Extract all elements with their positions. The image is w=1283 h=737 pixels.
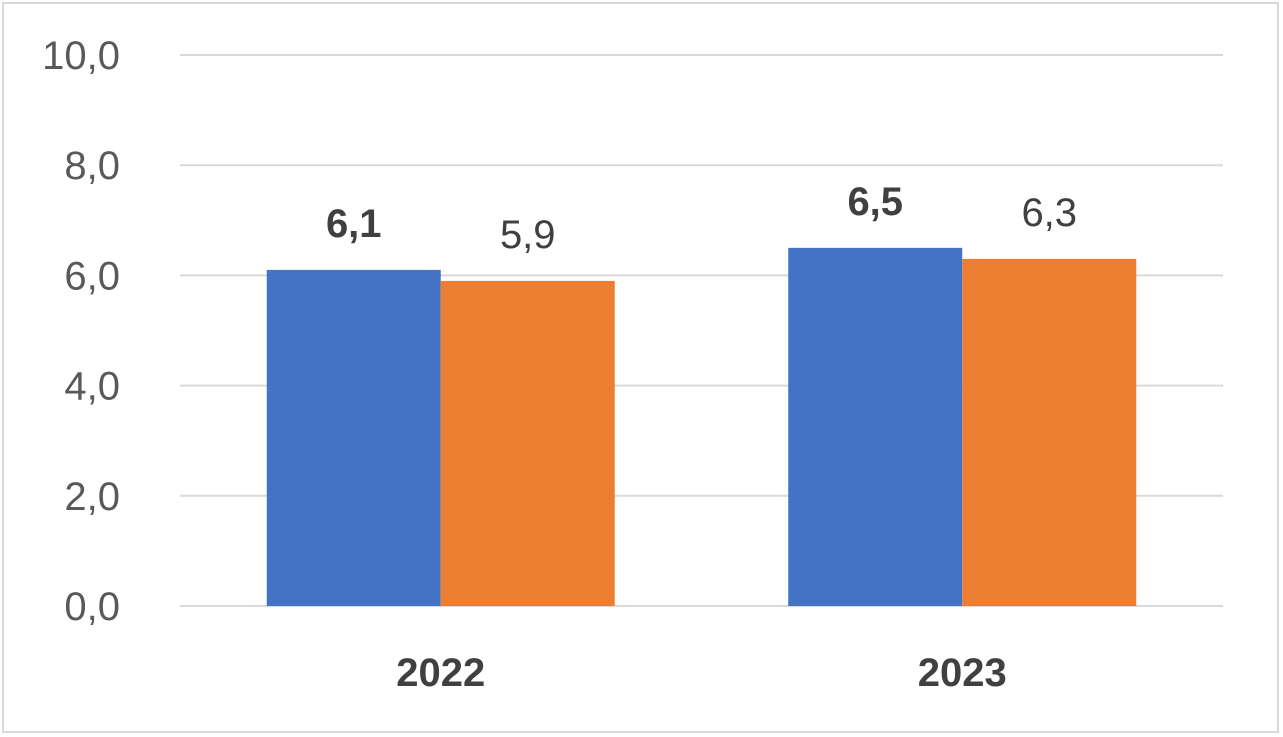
y-tick-label: 2,0 xyxy=(64,475,120,519)
bar xyxy=(440,280,615,606)
data-label: 6,1 xyxy=(326,202,382,246)
x-category-label: 2022 xyxy=(396,651,485,695)
bar xyxy=(266,269,441,606)
data-label: 6,3 xyxy=(1021,191,1077,235)
x-axis-categories: 2022 2023 xyxy=(396,651,1006,695)
data-label: 6,5 xyxy=(847,180,903,224)
y-tick-label: 10,0 xyxy=(42,34,120,78)
data-label: 5,9 xyxy=(500,213,556,257)
bar xyxy=(962,258,1137,606)
bars xyxy=(266,247,1137,606)
bar xyxy=(788,247,963,606)
y-axis-ticks: 0,0 2,0 4,0 6,0 8,0 10,0 xyxy=(42,34,120,629)
x-category-label: 2023 xyxy=(918,651,1007,695)
data-labels: 6,1 5,9 6,5 6,3 xyxy=(326,180,1077,257)
y-tick-label: 0,0 xyxy=(64,585,120,629)
y-tick-label: 8,0 xyxy=(64,144,120,188)
y-tick-label: 4,0 xyxy=(64,365,120,409)
y-tick-label: 6,0 xyxy=(64,254,120,298)
